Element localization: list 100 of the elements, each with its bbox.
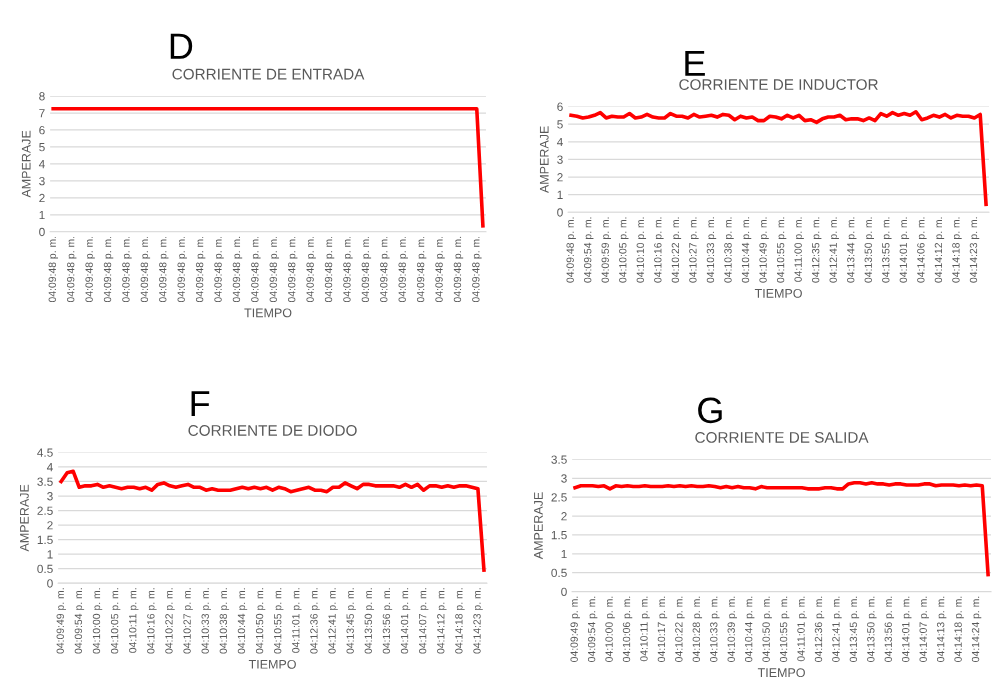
x-tick-label: 04:10:55 p. m. — [274, 588, 284, 654]
x-tick-label: 04:14:18 p. m. — [954, 596, 964, 662]
y-tick-label: 3 — [47, 492, 53, 501]
x-tick-label: 04:10:00 p. m. — [605, 596, 615, 662]
x-tick-label: 04:14:07 p. m. — [418, 588, 429, 654]
chart-title: G — [698, 397, 722, 424]
x-tick-label: 04:09:48 p. m. — [85, 236, 95, 303]
chart-subtitle: CORRIENTE DE SALIDA — [695, 432, 869, 443]
x-tick-label: 04:10:27 p. m. — [689, 217, 699, 283]
x-tick-label: 04:10:33 p. m. — [706, 217, 717, 283]
x-tick-label: 04:10:05 p. m. — [110, 588, 121, 654]
x-tick-label: 04:09:48 p. m. — [380, 236, 390, 303]
x-tick-label: 04:13:45 p. m. — [849, 596, 860, 662]
x-tick-label: 04:10:05 p. m. — [619, 217, 629, 283]
x-tick-label: 04:09:48 p. m. — [140, 236, 151, 303]
y-tick-label: 4 — [46, 463, 53, 472]
x-tick-label: 04:09:48 p. m. — [177, 236, 187, 303]
x-tick-label: 04:10:55 p. m. — [779, 596, 790, 662]
x-tick-label: 04:10:22 p. m. — [675, 596, 685, 662]
x-tick-label: 04:09:48 p. m. — [361, 236, 372, 303]
y-axis-title: AMPERAJE — [20, 484, 29, 552]
x-axis-title: TIEMPO — [757, 668, 805, 678]
x-axis-title: TIEMPO — [248, 659, 296, 669]
x-tick-label: 04:12:36 p. m. — [310, 588, 320, 654]
x-tick-label: 04:13:50 p. m. — [864, 217, 875, 283]
x-tick-label: 04:09:48 p. m. — [288, 236, 298, 303]
x-tick-label: 04:09:48 p. m. — [566, 217, 576, 283]
y-tick-label: 0.5 — [37, 564, 53, 574]
x-tick-label: 04:10:55 p. m. — [776, 217, 787, 283]
x-tick-label: 04:10:00 p. m. — [92, 588, 103, 654]
x-tick-label: 04:09:48 p. m. — [48, 236, 59, 303]
y-tick-label: 5 — [39, 143, 45, 152]
y-tick-label: 3.5 — [37, 477, 53, 486]
x-tick-label: 04:14:01 p. m. — [902, 596, 912, 662]
x-tick-label: 04:10:11 p. m. — [640, 596, 650, 662]
y-tick-label: 0 — [557, 208, 563, 217]
y-tick-label: 3.5 — [551, 455, 567, 464]
x-tick-label: 04:10:44 p. m. — [744, 596, 755, 662]
x-tick-label: 04:09:48 p. m. — [103, 236, 114, 303]
chart-title: F — [191, 391, 210, 417]
y-tick-label: 0 — [561, 587, 567, 596]
x-tick-label: 04:09:48 p. m. — [232, 236, 243, 303]
y-tick-label: 1.5 — [37, 535, 53, 545]
x-tick-label: 04:09:49 p. m. — [570, 596, 580, 662]
y-tick-label: 2.5 — [551, 493, 567, 502]
y-tick-label: 1 — [561, 549, 567, 559]
x-tick-label: 04:10:50 p. m. — [255, 588, 266, 654]
x-tick-label: 04:09:48 p. m. — [269, 236, 280, 303]
x-tick-label: 04:09:48 p. m. — [251, 236, 261, 303]
y-tick-label: 2.5 — [37, 506, 53, 515]
x-tick-label: 04:10:33 p. m. — [710, 596, 720, 662]
x-tick-label: 04:09:49 p. m. — [56, 588, 66, 654]
x-tick-label: 04:11:01 p. m. — [292, 588, 302, 653]
y-axis-title: AMPERAJE — [534, 492, 543, 560]
y-tick-label: 0 — [39, 227, 45, 237]
x-tick-label: 04:10:17 p. m. — [657, 596, 668, 662]
line-series — [573, 480, 990, 577]
x-tick-label: 04:09:48 p. m. — [472, 236, 482, 303]
x-tick-label: 04:14:24 p. m. — [971, 596, 982, 662]
x-tick-label: 04:14:06 p. m. — [917, 217, 927, 283]
y-tick-label: 4 — [556, 137, 563, 147]
x-tick-label: 04:13:56 p. m. — [884, 596, 895, 662]
y-tick-label: 2 — [561, 512, 567, 521]
x-tick-label: 04:10:22 p. m. — [671, 217, 682, 283]
x-tick-label: 04:10:27 p. m. — [183, 588, 193, 654]
x-tick-label: 04:12:41 p. m. — [832, 596, 842, 662]
x-tick-label: 04:14:12 p. m. — [437, 588, 447, 654]
chart-subtitle: CORRIENTE DE INDUCTOR — [679, 79, 878, 90]
x-tick-label: 04:09:48 p. m. — [306, 236, 316, 303]
x-tick-label: 04:14:23 p. m. — [473, 588, 483, 654]
x-tick-label: 04:10:44 p. m. — [237, 588, 248, 654]
y-tick-label: 1 — [47, 550, 53, 559]
x-tick-label: 04:09:48 p. m. — [159, 236, 169, 303]
line-series — [569, 109, 988, 207]
x-tick-label: 04:11:01 p. m. — [797, 596, 807, 662]
x-tick-label: 04:09:48 p. m. — [343, 236, 353, 303]
y-tick-label: 6 — [39, 126, 45, 135]
x-tick-label: 04:14:18 p. m. — [455, 588, 465, 654]
y-tick-label: 7 — [39, 109, 45, 118]
x-tick-label: 04:10:16 p. m. — [147, 588, 157, 654]
x-tick-label: 04:10:28 p. m. — [692, 596, 703, 662]
x-tick-label: 04:09:48 p. m. — [435, 236, 445, 303]
y-axis-title: AMPERAJE — [21, 130, 31, 198]
x-tick-label: 04:10:49 p. m. — [759, 217, 769, 283]
x-tick-label: 04:13:50 p. m. — [867, 596, 877, 662]
chart-subtitle: CORRIENTE DE DIODO — [188, 425, 357, 436]
y-tick-label: 3 — [561, 474, 567, 483]
y-tick-label: 8 — [39, 92, 45, 101]
x-tick-label: 04:10:22 p. m. — [165, 588, 175, 654]
y-tick-label: 4 — [38, 160, 45, 169]
x-tick-label: 04:13:55 p. m. — [882, 217, 892, 283]
y-tick-label: 3 — [39, 176, 45, 186]
chart-title: D — [170, 33, 193, 59]
x-tick-label: 04:13:50 p. m. — [364, 588, 375, 654]
x-tick-label: 04:09:48 p. m. — [214, 236, 224, 303]
x-tick-label: 04:09:48 p. m. — [122, 236, 132, 303]
x-tick-label: 04:14:01 p. m. — [400, 588, 411, 654]
y-tick-label: 1 — [557, 190, 563, 199]
y-tick-label: 4.5 — [37, 448, 53, 457]
x-tick-label: 04:10:16 p. m. — [654, 217, 664, 283]
